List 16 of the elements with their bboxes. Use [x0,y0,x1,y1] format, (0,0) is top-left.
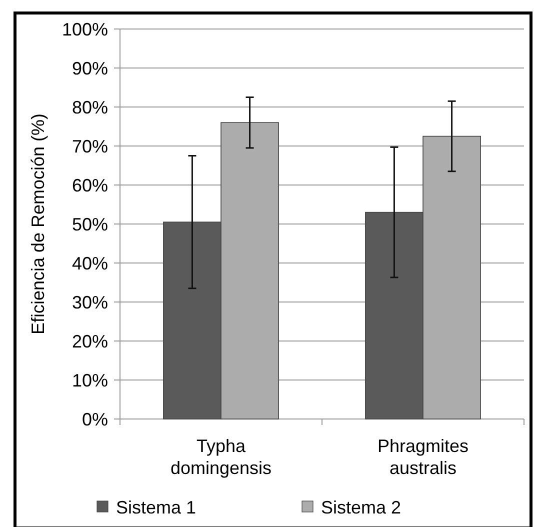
y-tick-label: 70% [72,136,108,156]
y-tick-label: 100% [62,19,108,40]
legend-label: Sistema 1 [116,497,196,518]
y-tick-label: 30% [72,292,108,312]
y-tick-label: 40% [72,253,108,274]
x-tick-label: Phragmites australis [377,436,469,478]
y-tick-label: 50% [72,214,108,234]
y-tick-label: 80% [72,97,108,118]
y-tick-label: 60% [72,175,108,196]
y-axis-title: Eficiencia de Remoción (%) [28,113,48,335]
y-tick-label: 0% [82,409,108,430]
y-tick-label: 10% [72,370,108,390]
y-tick-label: 90% [72,58,108,78]
legend-label: Sistema 2 [321,497,402,518]
x-tick-label: Typha domingensis [170,436,272,478]
y-tick-label: 20% [72,331,108,352]
